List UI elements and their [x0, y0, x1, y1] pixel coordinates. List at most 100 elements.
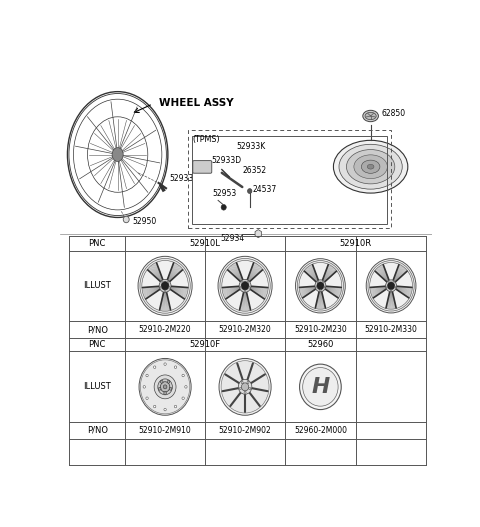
- Text: WHEEL ASSY: WHEEL ASSY: [158, 98, 233, 108]
- Circle shape: [222, 260, 268, 311]
- Circle shape: [123, 216, 129, 223]
- Text: 52933D: 52933D: [212, 156, 242, 165]
- Circle shape: [185, 386, 187, 388]
- Circle shape: [164, 408, 166, 411]
- Circle shape: [238, 379, 252, 394]
- Circle shape: [248, 189, 252, 193]
- Ellipse shape: [339, 144, 402, 189]
- Circle shape: [244, 290, 246, 291]
- Circle shape: [394, 287, 396, 288]
- Ellipse shape: [365, 112, 376, 120]
- Text: ILLUST: ILLUST: [84, 281, 111, 290]
- Text: 52910F: 52910F: [190, 340, 221, 349]
- Circle shape: [140, 360, 190, 414]
- Circle shape: [158, 379, 172, 395]
- Ellipse shape: [334, 140, 408, 193]
- Circle shape: [218, 256, 272, 315]
- Circle shape: [296, 259, 345, 313]
- Circle shape: [143, 386, 145, 388]
- Circle shape: [160, 382, 170, 392]
- Circle shape: [154, 366, 156, 368]
- Circle shape: [366, 259, 416, 313]
- Circle shape: [240, 387, 241, 389]
- Circle shape: [370, 262, 412, 309]
- Circle shape: [244, 391, 246, 393]
- Circle shape: [163, 385, 167, 389]
- Circle shape: [168, 287, 170, 288]
- Circle shape: [219, 358, 271, 415]
- Circle shape: [182, 374, 184, 377]
- Circle shape: [393, 281, 394, 283]
- Circle shape: [158, 387, 161, 390]
- Circle shape: [315, 280, 326, 292]
- Circle shape: [161, 282, 169, 290]
- Text: 52953: 52953: [213, 189, 237, 198]
- Text: 52910R: 52910R: [340, 239, 372, 248]
- Text: 52934: 52934: [220, 233, 244, 242]
- Circle shape: [387, 282, 395, 290]
- Circle shape: [164, 392, 167, 395]
- Text: 52933: 52933: [170, 174, 194, 183]
- Circle shape: [316, 287, 317, 288]
- Text: 52960: 52960: [307, 340, 334, 349]
- Circle shape: [159, 279, 171, 292]
- Circle shape: [154, 375, 176, 399]
- Circle shape: [241, 282, 249, 290]
- Text: 52910-2M910: 52910-2M910: [139, 426, 192, 435]
- Circle shape: [146, 397, 148, 399]
- Text: P/NO: P/NO: [87, 325, 108, 334]
- Circle shape: [386, 287, 388, 288]
- Text: 52910-2M230: 52910-2M230: [294, 325, 347, 334]
- Circle shape: [241, 383, 249, 391]
- Ellipse shape: [112, 148, 123, 161]
- Circle shape: [164, 363, 166, 365]
- Circle shape: [164, 290, 166, 291]
- Circle shape: [317, 282, 324, 290]
- Circle shape: [303, 367, 338, 406]
- Circle shape: [300, 364, 341, 409]
- Text: 52933K: 52933K: [237, 142, 266, 151]
- Circle shape: [242, 281, 243, 282]
- Ellipse shape: [363, 110, 378, 122]
- Circle shape: [160, 287, 162, 288]
- Ellipse shape: [354, 155, 387, 179]
- Text: 24537: 24537: [252, 184, 276, 193]
- Circle shape: [174, 366, 177, 368]
- Text: H: H: [311, 377, 330, 397]
- Text: 52910-2M220: 52910-2M220: [139, 325, 192, 334]
- Circle shape: [322, 281, 324, 283]
- Circle shape: [247, 281, 249, 282]
- Text: 52950: 52950: [132, 217, 157, 226]
- Circle shape: [299, 262, 342, 309]
- Text: PNC: PNC: [88, 340, 106, 349]
- Text: 62850: 62850: [382, 110, 406, 119]
- Circle shape: [146, 374, 148, 377]
- Circle shape: [169, 387, 172, 390]
- Ellipse shape: [367, 164, 374, 169]
- Circle shape: [220, 258, 270, 313]
- Circle shape: [182, 397, 184, 399]
- Circle shape: [174, 405, 177, 408]
- Circle shape: [249, 287, 250, 288]
- Circle shape: [324, 287, 325, 288]
- Circle shape: [160, 380, 163, 383]
- Circle shape: [221, 360, 269, 413]
- Ellipse shape: [347, 150, 395, 184]
- Circle shape: [385, 280, 396, 292]
- Circle shape: [167, 380, 170, 383]
- Circle shape: [241, 382, 243, 384]
- Text: PNC: PNC: [88, 239, 106, 248]
- Text: P/NO: P/NO: [87, 426, 108, 435]
- Text: (TPMS): (TPMS): [192, 135, 220, 144]
- Circle shape: [388, 281, 389, 283]
- Circle shape: [247, 382, 249, 384]
- Circle shape: [167, 281, 168, 282]
- Ellipse shape: [361, 160, 380, 173]
- Text: 52960-2M000: 52960-2M000: [294, 426, 347, 435]
- Circle shape: [221, 204, 226, 210]
- Text: 52910-2M320: 52910-2M320: [219, 325, 272, 334]
- Circle shape: [139, 358, 191, 415]
- Circle shape: [297, 260, 344, 311]
- Circle shape: [239, 279, 251, 292]
- Circle shape: [162, 281, 163, 282]
